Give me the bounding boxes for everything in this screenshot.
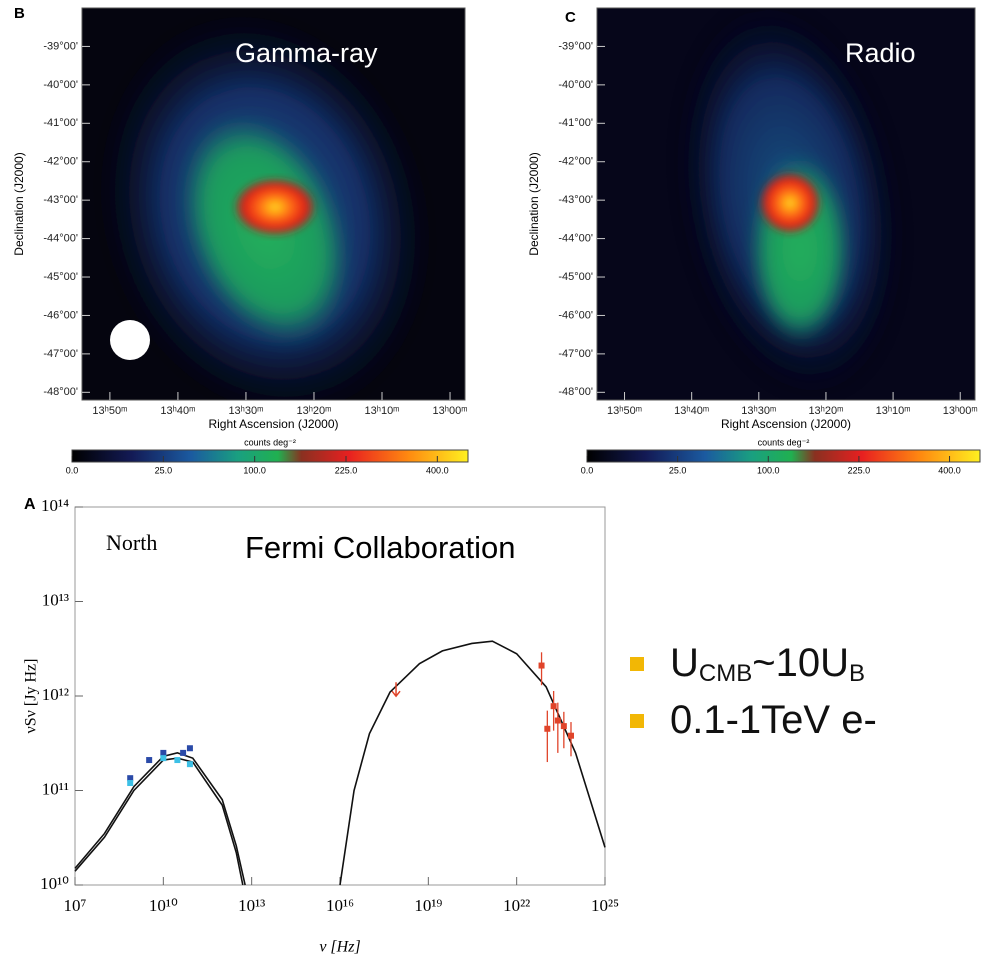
bullet-part: ~10U bbox=[752, 641, 849, 685]
y-axis-label: Declination (J2000) bbox=[527, 152, 541, 255]
colorbar-tick-label: 0.0 bbox=[581, 465, 594, 475]
y-tick-label: -48°00' bbox=[558, 386, 593, 398]
colorbar-tick-label: 400.0 bbox=[426, 465, 449, 475]
y-axis-label: νSν [Jy Hz] bbox=[23, 659, 40, 734]
y-tick-label: -42°00' bbox=[43, 156, 78, 168]
map-title: Gamma-ray bbox=[235, 38, 378, 68]
x-tick-label: 13ʰ00ᵐ bbox=[943, 405, 978, 417]
colorbar-tick-label: 225.0 bbox=[848, 465, 871, 475]
data-point bbox=[187, 761, 193, 767]
y-tick-label: -48°00' bbox=[43, 386, 78, 398]
y-tick-label: -41°00' bbox=[43, 117, 78, 129]
x-axis-label: Right Ascension (J2000) bbox=[208, 417, 338, 431]
panel-label: C bbox=[565, 9, 576, 26]
data-point bbox=[187, 745, 193, 751]
colorbar bbox=[587, 450, 980, 462]
y-tick-label: -41°00' bbox=[558, 117, 593, 129]
data-point bbox=[544, 726, 550, 732]
y-tick-label: -47°00' bbox=[43, 348, 78, 360]
x-tick-label: 13ʰ50ᵐ bbox=[607, 405, 642, 417]
bullet-part: 0.1-1TeV e- bbox=[670, 698, 877, 742]
y-tick-label: -45°00' bbox=[43, 271, 78, 283]
data-point bbox=[174, 757, 180, 763]
colorbar-tick-label: 100.0 bbox=[757, 465, 780, 475]
y-tick-label: -46°00' bbox=[558, 309, 593, 321]
bullet-marker bbox=[630, 714, 644, 728]
x-tick-label: 13ʰ20ᵐ bbox=[296, 405, 331, 417]
x-tick-label: 13ʰ20ᵐ bbox=[808, 405, 843, 417]
panel-label: A bbox=[24, 496, 36, 513]
x-tick-label: 10¹⁰ bbox=[149, 896, 178, 915]
colorbar-tick-label: 25.0 bbox=[155, 465, 173, 475]
x-tick-label: 10¹⁹ bbox=[414, 896, 442, 915]
data-point bbox=[539, 663, 545, 669]
y-tick-label: -39°00' bbox=[43, 40, 78, 52]
x-tick-label: 10¹⁶ bbox=[326, 896, 354, 915]
colorbar bbox=[72, 450, 468, 462]
bullet-part: CMB bbox=[699, 660, 752, 687]
y-tick-label: 10¹² bbox=[42, 685, 69, 704]
x-tick-label: 10⁷ bbox=[64, 896, 87, 915]
y-tick-label: 10¹⁴ bbox=[41, 496, 69, 515]
x-tick-label: 13ʰ10ᵐ bbox=[365, 405, 400, 417]
y-tick-label: 10¹⁰ bbox=[40, 874, 69, 893]
data-point bbox=[568, 733, 574, 739]
x-tick-label: 13ʰ50ᵐ bbox=[92, 405, 127, 417]
y-tick-label: -42°00' bbox=[558, 156, 593, 168]
x-tick-label: 13ʰ30ᵐ bbox=[228, 405, 263, 417]
colorbar-tick-label: 225.0 bbox=[335, 465, 358, 475]
data-point bbox=[561, 723, 567, 729]
x-tick-label: 10¹³ bbox=[238, 896, 265, 915]
x-tick-label: 13ʰ40ᵐ bbox=[160, 405, 195, 417]
slide: B Gamma-ray 13ʰ50ᵐ 13ʰ40ᵐ 13ʰ30ᵐ 13ʰ20ᵐ 13ʰ10ᵐ… bbox=[0, 0, 986, 960]
data-point bbox=[146, 757, 152, 763]
x-tick-label: 13ʰ00ᵐ bbox=[433, 405, 468, 417]
data-point bbox=[551, 703, 557, 709]
y-tick-label: -46°00' bbox=[43, 309, 78, 321]
bullet-marker bbox=[630, 657, 644, 671]
y-tick-label: 10¹¹ bbox=[42, 779, 69, 798]
x-axis-label: ν [Hz] bbox=[319, 939, 360, 956]
colorbar-tick-label: 100.0 bbox=[243, 465, 266, 475]
colorbar-label: counts deg⁻² bbox=[244, 437, 296, 447]
annotation: North bbox=[106, 530, 157, 555]
panel-label: B bbox=[14, 5, 25, 22]
y-tick-label: -45°00' bbox=[558, 271, 593, 283]
x-tick-label: 13ʰ40ᵐ bbox=[674, 405, 709, 417]
data-point bbox=[180, 750, 186, 756]
colorbar-label: counts deg⁻² bbox=[758, 437, 810, 447]
map-image bbox=[597, 0, 975, 416]
y-tick-label: -40°00' bbox=[558, 79, 593, 91]
data-point bbox=[127, 780, 133, 786]
data-point bbox=[555, 718, 561, 724]
colorbar-tick-label: 400.0 bbox=[938, 465, 961, 475]
bullet-part: U bbox=[670, 641, 699, 685]
data-point bbox=[160, 750, 166, 756]
colorbar-tick-label: 25.0 bbox=[669, 465, 687, 475]
data-point bbox=[160, 755, 166, 761]
x-tick-label: 10²⁵ bbox=[591, 896, 619, 915]
x-tick-label: 13ʰ10ᵐ bbox=[876, 405, 911, 417]
y-tick-label: -47°00' bbox=[558, 348, 593, 360]
y-tick-label: -43°00' bbox=[558, 194, 593, 206]
y-tick-label: 10¹³ bbox=[42, 590, 69, 609]
colorbar-tick-label: 0.0 bbox=[66, 465, 79, 475]
y-tick-label: -44°00' bbox=[43, 232, 78, 244]
x-tick-label: 10²² bbox=[503, 896, 530, 915]
bullet-text: 0.1-1TeV e- bbox=[670, 698, 877, 742]
x-tick-label: 13ʰ30ᵐ bbox=[741, 405, 776, 417]
y-tick-label: -39°00' bbox=[558, 40, 593, 52]
y-tick-label: -40°00' bbox=[43, 79, 78, 91]
y-axis-label: Declination (J2000) bbox=[12, 152, 26, 255]
y-tick-label: -44°00' bbox=[558, 232, 593, 244]
bullet-part: B bbox=[849, 660, 865, 687]
annotation: Fermi Collaboration bbox=[245, 530, 516, 565]
y-tick-label: -43°00' bbox=[43, 194, 78, 206]
x-axis-label: Right Ascension (J2000) bbox=[721, 417, 851, 431]
bullet-text: UCMB~10UB bbox=[670, 641, 865, 688]
map-title: Radio bbox=[845, 38, 916, 68]
